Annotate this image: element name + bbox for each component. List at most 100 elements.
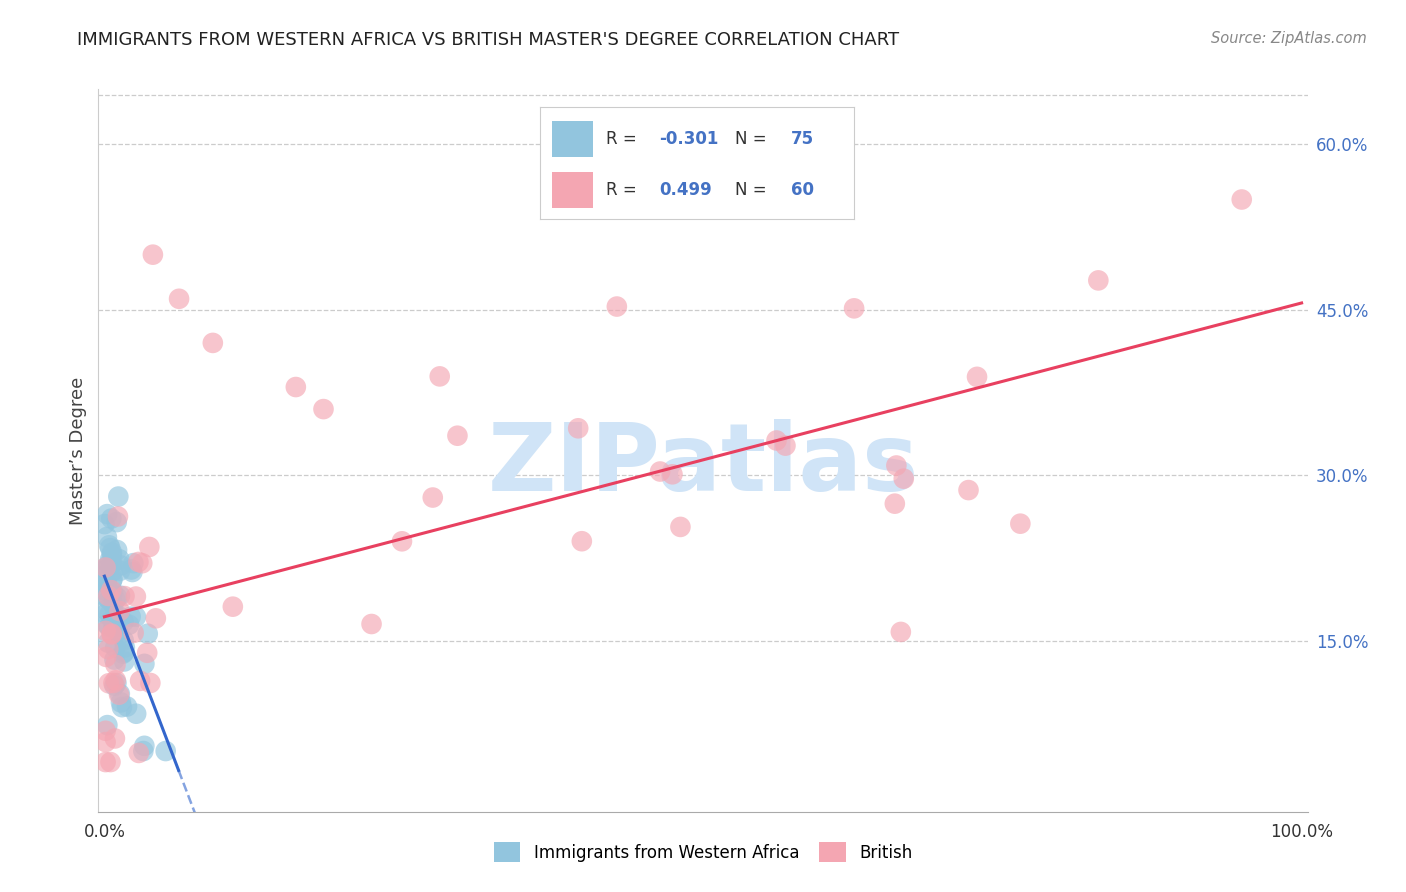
Point (103, 676, 125, 690)
Point (103, 598, 125, 612)
Point (100, 755, 122, 769)
Point (883, 497, 905, 511)
Point (312, 402, 335, 417)
Point (105, 591, 128, 605)
Point (97, 558, 120, 572)
Point (129, 673, 152, 688)
Point (108, 688, 131, 702)
Point (131, 556, 153, 570)
Point (134, 657, 156, 671)
Point (94, 583, 117, 598)
Text: Source: ZipAtlas.com: Source: ZipAtlas.com (1211, 31, 1367, 46)
Point (94, 607, 117, 621)
Point (125, 590, 148, 604)
Point (104, 673, 127, 688)
Point (139, 676, 162, 690)
Point (100, 583, 122, 598)
Point (104, 620, 127, 634)
Point (93, 563, 115, 577)
Point (108, 687, 131, 701)
Point (98, 607, 121, 622)
Point (101, 565, 124, 579)
Point (136, 646, 159, 660)
Point (125, 706, 148, 721)
Point (97, 589, 120, 603)
Point (145, 611, 167, 625)
Point (94, 560, 117, 574)
Point (121, 565, 143, 579)
Point (101, 572, 124, 586)
Point (125, 610, 148, 624)
Point (661, 467, 683, 482)
Point (122, 626, 145, 640)
Point (112, 633, 135, 648)
Point (94, 603, 117, 617)
Point (96, 591, 118, 605)
Point (104, 640, 127, 655)
Point (98, 552, 121, 566)
Point (100, 627, 122, 641)
Point (648, 465, 671, 479)
Point (112, 645, 135, 659)
Point (96, 507, 118, 521)
Point (842, 301, 865, 316)
Point (104, 610, 127, 624)
Point (108, 628, 131, 642)
Point (118, 617, 141, 632)
Point (103, 652, 125, 666)
Point (107, 624, 129, 639)
Point (128, 746, 150, 760)
Point (100, 548, 122, 562)
Point (96, 617, 118, 632)
Point (101, 585, 124, 599)
Point (93, 561, 115, 575)
Point (114, 640, 136, 655)
Point (112, 647, 135, 661)
Point (886, 458, 908, 473)
Point (97, 619, 120, 633)
Point (966, 369, 988, 384)
Point (1087, 273, 1109, 287)
Point (94, 624, 117, 638)
Point (108, 609, 131, 624)
Point (103, 621, 125, 635)
Point (108, 604, 131, 618)
Point (284, 380, 307, 394)
Point (110, 558, 132, 573)
Point (167, 292, 190, 306)
Point (105, 543, 128, 558)
Point (957, 483, 980, 497)
Point (132, 744, 155, 758)
Point (107, 490, 129, 504)
Point (142, 247, 165, 261)
Point (98, 538, 121, 552)
Point (391, 534, 413, 549)
Point (101, 546, 124, 560)
Point (138, 540, 160, 554)
Point (112, 655, 135, 669)
Point (94, 568, 117, 582)
Point (104, 657, 127, 672)
Point (890, 624, 912, 639)
Point (105, 515, 128, 529)
Point (100, 511, 122, 525)
Text: IMMIGRANTS FROM WESTERN AFRICA VS BRITISH MASTER'S DEGREE CORRELATION CHART: IMMIGRANTS FROM WESTERN AFRICA VS BRITIS… (77, 31, 900, 49)
Point (96, 577, 118, 591)
Point (567, 421, 589, 435)
Point (108, 564, 131, 578)
Point (97, 676, 120, 690)
Point (360, 617, 382, 632)
Point (104, 731, 127, 746)
Point (108, 589, 131, 603)
Point (112, 615, 135, 629)
Point (107, 509, 129, 524)
Point (201, 335, 224, 350)
Point (136, 626, 159, 640)
Point (96, 577, 118, 591)
Point (96, 530, 118, 544)
Point (96, 718, 118, 732)
Point (94, 649, 117, 664)
Point (446, 428, 468, 442)
Point (97, 635, 120, 649)
Point (669, 520, 692, 534)
